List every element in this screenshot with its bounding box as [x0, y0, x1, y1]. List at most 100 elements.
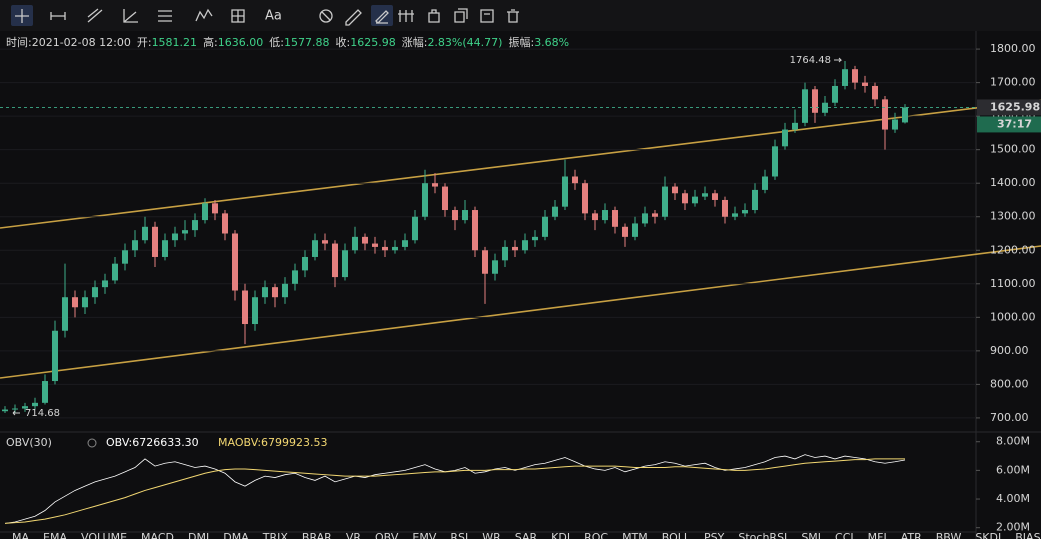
y-tick-label: 1700.00 — [990, 76, 1036, 89]
candle-body — [552, 206, 558, 217]
info-label: 开: — [137, 36, 152, 49]
candle-body — [752, 189, 758, 211]
candle-body — [462, 210, 468, 221]
candle-body — [422, 183, 428, 217]
tool-copy[interactable] — [454, 8, 468, 23]
tool-bars[interactable] — [398, 10, 414, 22]
candle-body — [492, 260, 498, 274]
y-tick-label: 2.00M — [996, 521, 1030, 534]
tool-hide[interactable] — [480, 9, 494, 23]
legend-entry: OBV:6726633.30 — [106, 436, 199, 449]
candle-body — [12, 408, 18, 410]
tool-ruler[interactable] — [345, 9, 362, 26]
candle-body — [632, 223, 638, 237]
indicator-tab[interactable]: ATR — [901, 531, 922, 539]
indicator-tab[interactable]: BOLL — [662, 531, 691, 539]
indicator-tab[interactable]: SKDJ — [975, 531, 1001, 539]
tool-delete[interactable] — [507, 9, 519, 23]
candle-body — [672, 186, 678, 194]
tool-pen[interactable] — [375, 10, 389, 24]
obv-panel: 2.00M 4.00M 6.00M 8.00M OBV(30) OBV:6726633.3… — [4, 435, 1030, 534]
channel-upper[interactable] — [0, 99, 1041, 229]
candle-body — [862, 82, 868, 86]
candle-body — [192, 220, 198, 231]
indicator-tab[interactable]: OBV — [375, 531, 399, 539]
candle-body — [572, 176, 578, 184]
price-panel: 700.00 800.00 900.00 1000.00 1100.00 1200.00 1… — [0, 42, 1041, 424]
settings-icon[interactable] — [87, 438, 97, 448]
y-tick-label: 1800.00 — [990, 42, 1036, 55]
candle-body — [142, 226, 148, 241]
candle-body — [592, 213, 598, 221]
candle-body — [62, 297, 68, 331]
candle-body — [802, 89, 808, 123]
indicator-tab[interactable]: RSI — [450, 531, 468, 539]
indicator-tab[interactable]: VR — [346, 531, 362, 539]
candle-body — [42, 381, 48, 403]
candle-body — [382, 246, 388, 251]
indicator-tab[interactable]: MFI — [868, 531, 887, 539]
tool-lock[interactable] — [428, 9, 440, 23]
tool-crosshair[interactable] — [15, 9, 29, 23]
indicator-tab[interactable]: DMA — [223, 531, 249, 539]
indicator-tab[interactable]: DMI — [188, 531, 209, 539]
tool-trend[interactable] — [87, 8, 103, 23]
indicator-tab[interactable]: SAR — [515, 531, 538, 539]
candle-body — [782, 129, 788, 147]
indicator-tab[interactable]: EMV — [412, 531, 436, 539]
indicator-tab[interactable]: PSY — [704, 531, 725, 539]
tool-grid[interactable] — [231, 9, 245, 23]
high-annotation: 1764.48 — [790, 55, 831, 66]
countdown-label: 37:17 — [997, 117, 1032, 130]
indicator-tab[interactable]: BIAS — [1015, 531, 1040, 539]
low-arrow — [12, 410, 20, 416]
indicator-tab[interactable]: WR — [482, 531, 501, 539]
indicator-tab[interactable]: BRAR — [302, 531, 332, 539]
indicator-tab[interactable]: StochRSI — [738, 531, 787, 539]
candle-body — [542, 216, 548, 237]
indicator-tab[interactable]: CCI — [835, 531, 854, 539]
candle-body — [612, 210, 618, 227]
indicator-tabs: MA EMA VOLUME MACD DMI DMA TRIX BRAR VR OBV EMV RSI… — [12, 531, 1041, 539]
candle-body — [902, 107, 908, 123]
candle-body — [482, 250, 488, 274]
candle-body — [102, 280, 108, 288]
candle-body — [92, 287, 98, 298]
indicator-tab[interactable]: BBW — [936, 531, 962, 539]
candle-body — [772, 146, 778, 177]
candle-body — [792, 122, 798, 130]
candle-body — [472, 210, 478, 251]
info-value: 1625.98 — [350, 36, 396, 49]
indicator-tab[interactable]: KDJ — [551, 531, 570, 539]
channel-lower[interactable] — [0, 245, 1041, 379]
indicator-tab[interactable]: VOLUME — [81, 531, 127, 539]
candle-body — [292, 270, 298, 284]
candle-body — [692, 196, 698, 204]
indicator-tab[interactable]: MACD — [141, 531, 174, 539]
candle-body — [52, 330, 58, 382]
tool-angle[interactable] — [123, 9, 138, 23]
tool-text[interactable]: Aa — [265, 9, 282, 24]
indicator-tab[interactable]: MTM — [622, 531, 648, 539]
indicator-tab[interactable]: EMA — [43, 531, 67, 539]
tool-wave[interactable] — [195, 8, 213, 22]
candle-body — [642, 213, 648, 224]
indicator-tab[interactable]: ROC — [584, 531, 608, 539]
y-tick-label: 800.00 — [990, 377, 1029, 390]
candle-body — [172, 233, 178, 241]
candle-body — [242, 290, 248, 325]
candle-body — [662, 186, 668, 217]
indicator-tab[interactable]: MA — [12, 531, 29, 539]
indicator-tab[interactable]: SMI — [801, 531, 821, 539]
candle-body — [882, 99, 888, 130]
tool-hline[interactable] — [50, 12, 66, 20]
obv-line — [4, 458, 906, 524]
tool-magnet[interactable] — [319, 9, 333, 23]
indicator-tab[interactable]: TRIX — [262, 531, 289, 539]
tool-fib[interactable] — [158, 10, 172, 22]
high-arrow — [834, 57, 843, 63]
last-price-label: 1625.98 — [990, 100, 1040, 113]
candle-body — [412, 216, 418, 241]
